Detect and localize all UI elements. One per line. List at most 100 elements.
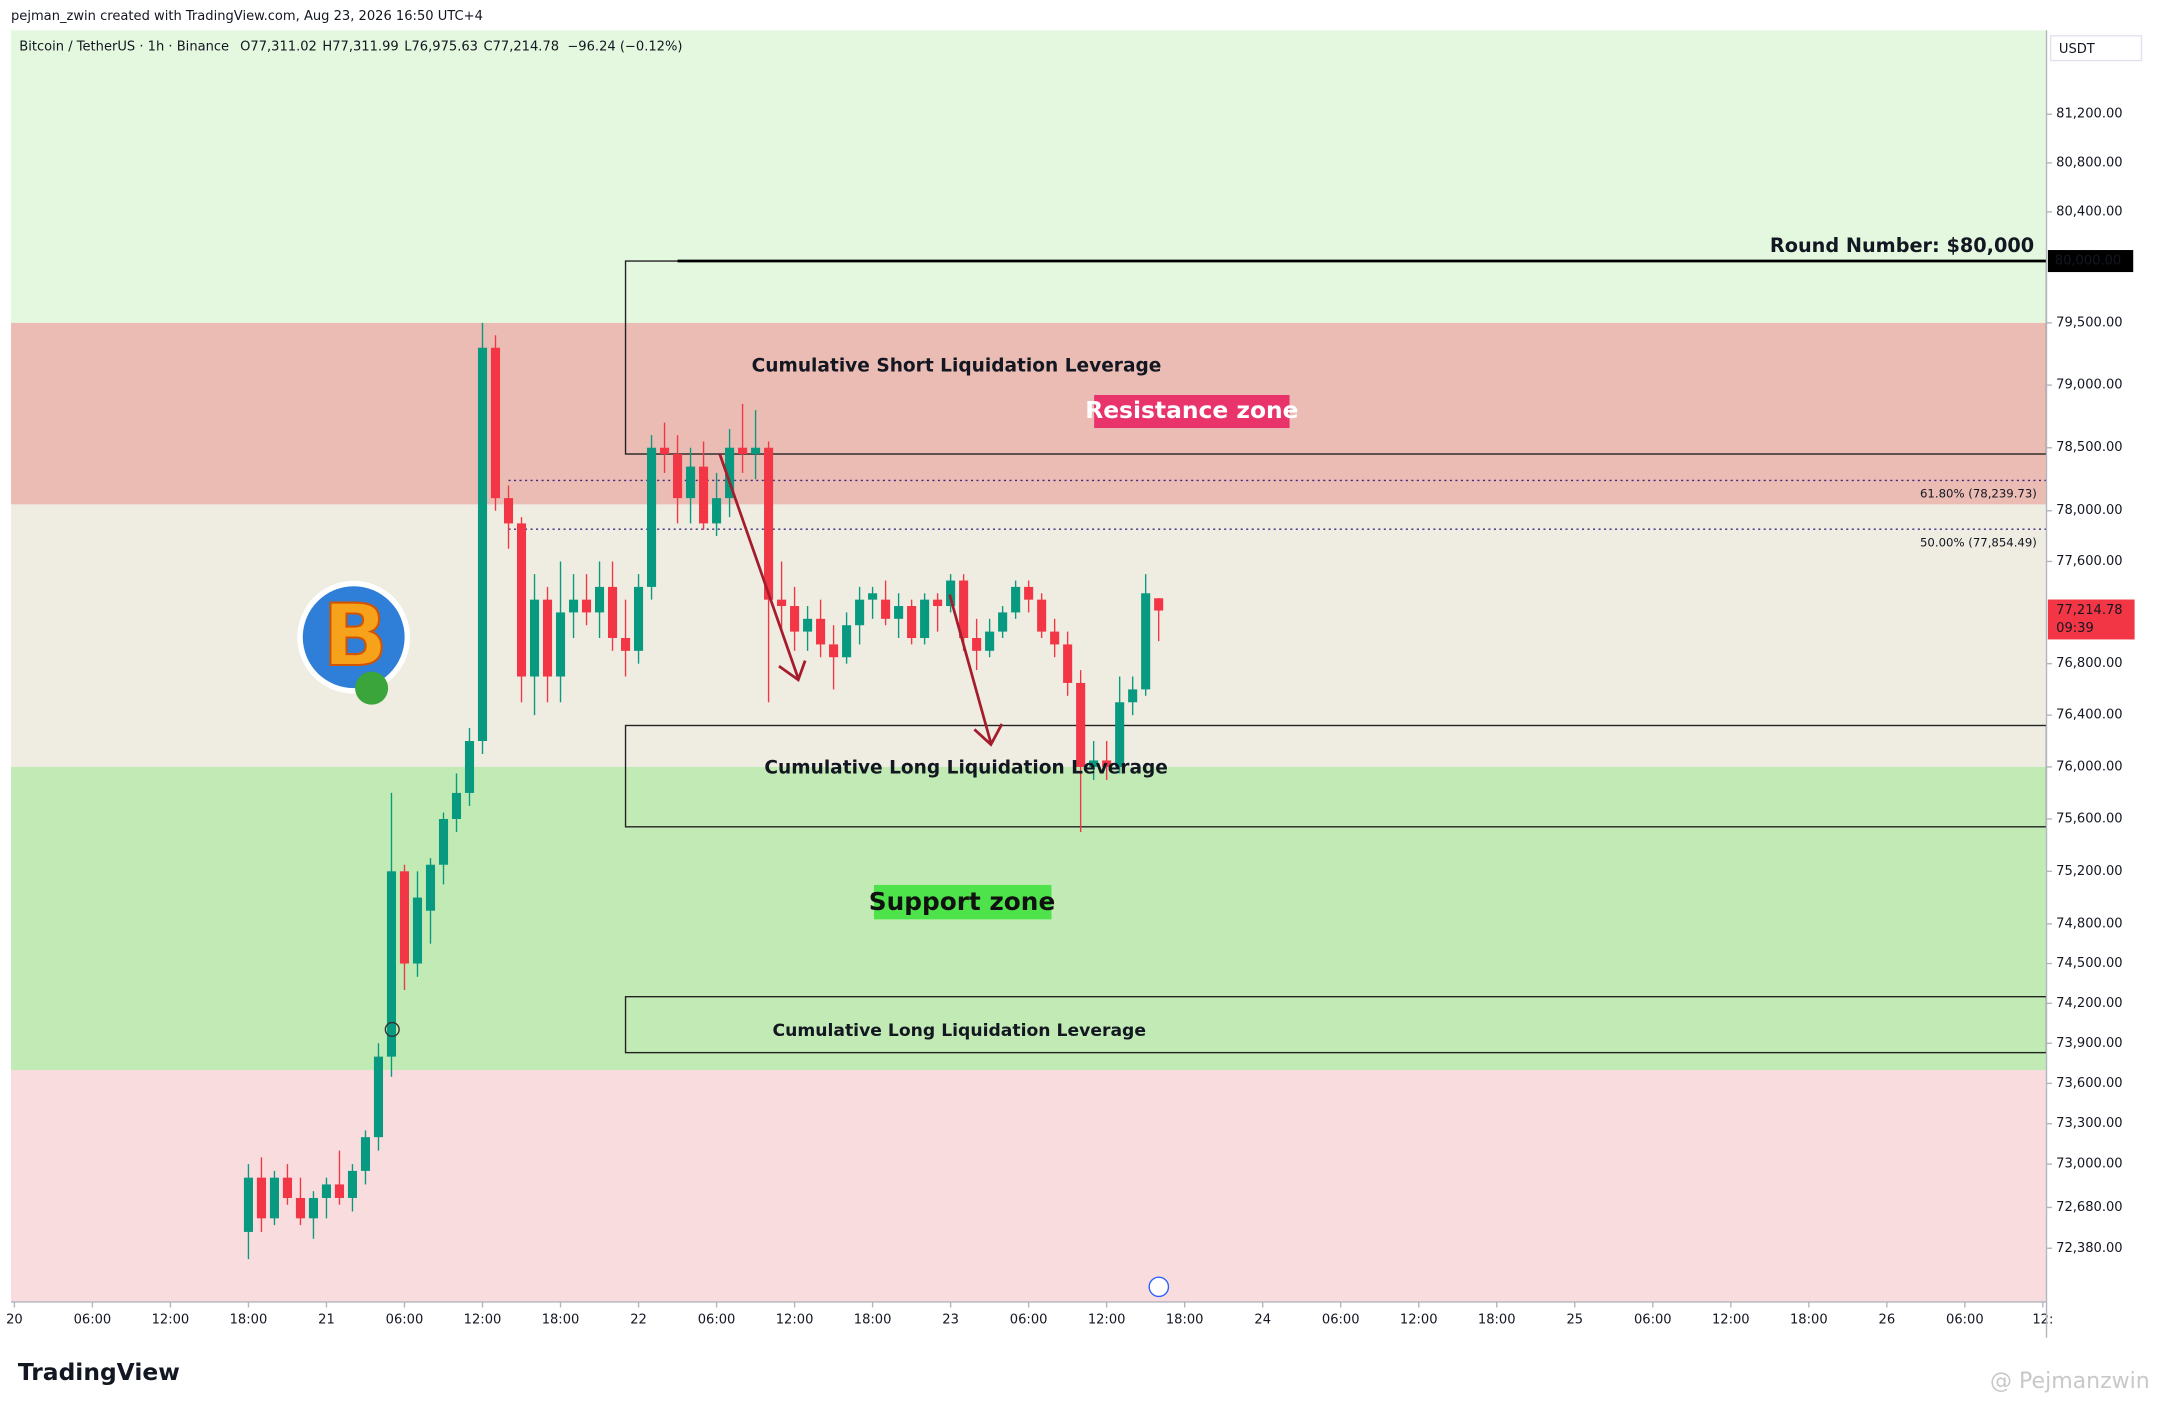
candle-body xyxy=(451,792,462,819)
candle-body xyxy=(386,871,397,1057)
ohlc-key: O xyxy=(240,39,250,54)
y-tick-label: 78,500.00 xyxy=(2056,440,2122,455)
symbol: Bitcoin / TetherUS · 1h · Binance xyxy=(19,39,229,54)
candle-body xyxy=(777,599,787,607)
candle-body xyxy=(1024,586,1034,600)
candle-body xyxy=(1102,760,1112,767)
candle-body xyxy=(334,1184,345,1198)
x-tick-label: 18:00 xyxy=(1166,1312,1204,1327)
arrow xyxy=(948,594,1004,747)
candle-body xyxy=(269,1177,279,1219)
x-tick-label: 18:00 xyxy=(542,1312,580,1327)
candle-body xyxy=(295,1197,306,1219)
x-tick-label: 12:00 xyxy=(464,1312,502,1327)
y-tick-label: 76,800.00 xyxy=(2056,656,2122,671)
x-tick-label: 12:00 xyxy=(1400,1312,1438,1327)
x-tick-label: 12:00 xyxy=(152,1312,190,1327)
x-tick-label: 18:00 xyxy=(230,1312,268,1327)
overlay: 61.80% (78,239.73) 50.00% (77,854.49) 81,2… xyxy=(6,107,2135,1327)
candle-body xyxy=(738,447,748,455)
round-number-tag xyxy=(2047,250,2134,273)
zone-band xyxy=(11,322,2047,505)
candle-body xyxy=(464,741,475,793)
candle-body xyxy=(438,818,449,865)
candle-body xyxy=(881,599,891,619)
legend: Bitcoin / TetherUS · 1h · Binance O 77,311… xyxy=(19,39,682,54)
y-tick-label: 74,800.00 xyxy=(2056,916,2122,931)
candle-body xyxy=(308,1197,319,1219)
currency-box[interactable] xyxy=(2049,35,2143,62)
liquidation-box xyxy=(624,724,2047,828)
y-tick-label: 75,600.00 xyxy=(2056,811,2122,826)
y-tick-label: 74,500.00 xyxy=(2056,956,2122,971)
price-tag xyxy=(2047,599,2135,640)
x-tick-label: 12:00 xyxy=(1712,1312,1750,1327)
candle-body xyxy=(1076,682,1086,767)
bitcoin-logo: B xyxy=(297,580,411,705)
y-tick-label: 77,600.00 xyxy=(2056,554,2122,569)
y-tick-label: 75,200.00 xyxy=(2056,864,2122,879)
candle-body xyxy=(647,447,657,587)
candle-body xyxy=(634,586,644,651)
candle-body xyxy=(946,580,956,607)
candle-body xyxy=(503,498,514,524)
change: −96.24 (−0.12%) xyxy=(567,39,682,54)
arrows xyxy=(718,453,1004,747)
candle-body xyxy=(516,523,527,677)
x-tick-label: 06:00 xyxy=(386,1312,424,1327)
candle-body xyxy=(920,599,930,639)
x-tick-label: 22 xyxy=(630,1312,647,1327)
candle-body xyxy=(712,498,722,524)
candle-body xyxy=(529,599,540,677)
box-label: Cumulative Short Liquidation Leverage xyxy=(752,356,1162,377)
round-number-tag-label: 80,000.00 xyxy=(2055,254,2121,269)
y-tick-label: 80,400.00 xyxy=(2056,204,2122,219)
zone-band xyxy=(11,1070,2047,1302)
arrow xyxy=(718,453,807,683)
candle-body xyxy=(568,599,579,613)
candle-body xyxy=(425,864,436,911)
candle-body xyxy=(607,586,618,639)
x-tick-label: 06:00 xyxy=(1322,1312,1360,1327)
liquidation-box xyxy=(624,995,2047,1054)
currency: USDT xyxy=(2059,42,2096,57)
candle-body xyxy=(477,347,488,742)
y-tick-label: 73,900.00 xyxy=(2056,1036,2122,1051)
x-tick-label: 12:00 xyxy=(776,1312,814,1327)
y-tick-label: 79,000.00 xyxy=(2056,378,2122,393)
event-icon[interactable] xyxy=(1148,1276,1170,1298)
fib-label: 50.00% (77,854.49) xyxy=(1920,535,2037,549)
candle-body xyxy=(699,466,709,524)
candle-body xyxy=(1089,760,1099,767)
ohlc-value: 77,214.78 xyxy=(493,39,559,54)
candle-body xyxy=(842,625,852,658)
candle-body xyxy=(803,618,813,632)
y-tick-label: 78,000.00 xyxy=(2056,503,2122,518)
x-tick-label: 18:00 xyxy=(1478,1312,1516,1327)
fib-label: 61.80% (78,239.73) xyxy=(1920,487,2037,501)
candle-body xyxy=(412,897,423,964)
y-tick-label: 80,800.00 xyxy=(2056,155,2122,170)
x-tick-label: 12:00 xyxy=(1088,1312,1126,1327)
candle-body xyxy=(1115,702,1125,767)
candle-body xyxy=(1063,644,1073,683)
y-tick-label: 76,400.00 xyxy=(2056,708,2122,723)
candle-body xyxy=(399,871,410,964)
candle-body xyxy=(985,631,995,651)
y-tick-label: 72,380.00 xyxy=(2056,1241,2122,1256)
candle-body xyxy=(256,1177,266,1219)
x-tick-label: 12: xyxy=(2032,1312,2053,1327)
x-tick-label: 18:00 xyxy=(1790,1312,1828,1327)
brand: TradingView xyxy=(18,1358,180,1386)
candle-body xyxy=(360,1137,371,1171)
event-marker[interactable] xyxy=(384,1021,400,1038)
ohlc-value: 77,311.99 xyxy=(332,39,398,54)
x-tick-label: 06:00 xyxy=(698,1312,736,1327)
y-tick-label: 73,300.00 xyxy=(2056,1116,2122,1131)
candle-body xyxy=(959,580,969,639)
x-tick-label: 25 xyxy=(1566,1312,1583,1327)
x-tick-label: 24 xyxy=(1254,1312,1271,1327)
candle-body xyxy=(1128,689,1138,703)
candle-body xyxy=(490,347,501,499)
candle-body xyxy=(751,447,761,455)
